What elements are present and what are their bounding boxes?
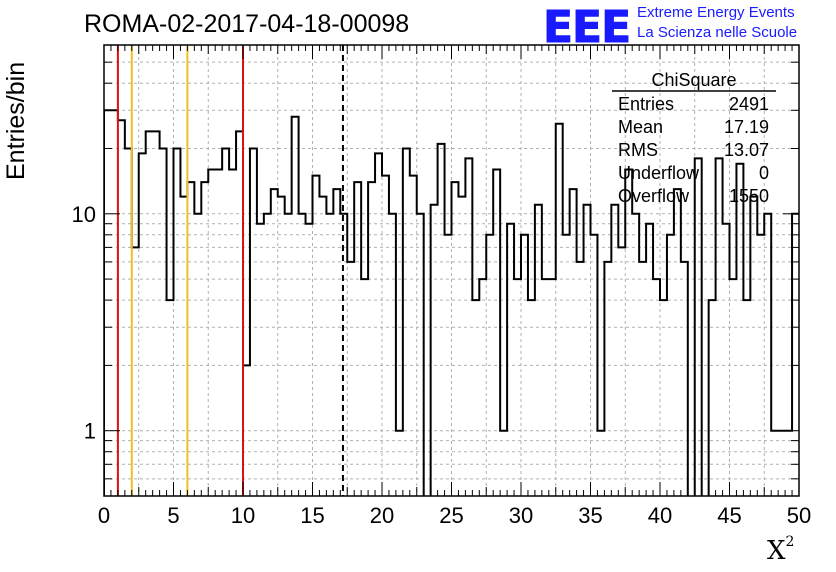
- stats-value: 2491: [729, 94, 769, 114]
- histogram-series: [104, 109, 799, 496]
- x-tick-label: 15: [300, 503, 324, 528]
- stats-title: ChiSquare: [651, 70, 736, 90]
- stats-label: Entries: [618, 94, 674, 114]
- x-tick-label: 5: [167, 503, 179, 528]
- stats-value: 0: [759, 163, 769, 183]
- x-tick-label: 10: [231, 503, 255, 528]
- stats-value: 17.19: [724, 117, 769, 137]
- x-tick-label: 50: [787, 503, 811, 528]
- y-tick-label: 10: [72, 202, 96, 227]
- logo-line-2: La Scienza nelle Scuole: [637, 24, 798, 41]
- stats-label: Underflow: [618, 163, 700, 183]
- x-tick-label: 40: [648, 503, 672, 528]
- stats-value: 1550: [729, 186, 769, 206]
- x-tick-label: 20: [370, 503, 394, 528]
- stats-label: RMS: [618, 140, 658, 160]
- x-axis-label: X2: [767, 534, 795, 566]
- y-tick-label: 1: [84, 419, 96, 444]
- stats-label: Overflow: [618, 186, 690, 206]
- stats-value: 13.07: [724, 140, 769, 160]
- x-tick-label: 0: [98, 503, 110, 528]
- x-tick-label: 45: [717, 503, 741, 528]
- eee-logo: EEE: [542, 2, 631, 54]
- x-tick-label: 35: [578, 503, 602, 528]
- stats-label: Mean: [618, 117, 663, 137]
- run-title: ROMA-02-2017-04-18-00098: [84, 10, 410, 38]
- x-tick-label: 30: [509, 503, 533, 528]
- logo-line-1: Extreme Energy Events: [637, 4, 795, 21]
- y-axis-label: Entries/bin: [2, 61, 30, 180]
- x-tick-label: 25: [439, 503, 463, 528]
